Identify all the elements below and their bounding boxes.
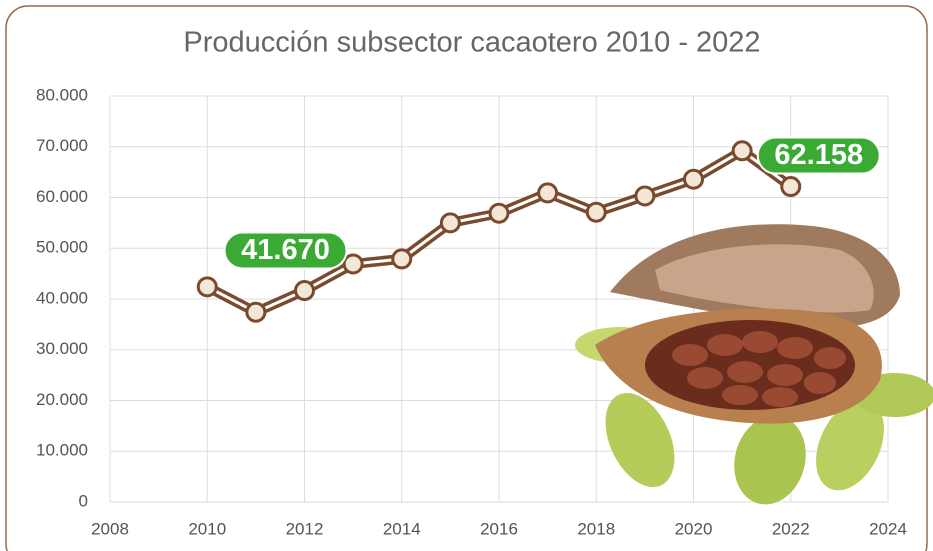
value-label: 62.158 [774, 139, 863, 171]
y-tick-label: 60.000 [36, 187, 88, 206]
x-tick-label: 2012 [286, 519, 324, 538]
point [393, 250, 411, 268]
point [539, 184, 557, 202]
y-tick-label: 10.000 [36, 441, 88, 460]
y-tick-label: 70.000 [36, 136, 88, 155]
point [636, 187, 654, 205]
y-tick-label: 0 [79, 491, 88, 510]
x-tick-label: 2018 [577, 519, 615, 538]
point [441, 214, 459, 232]
x-tick-label: 2014 [383, 519, 421, 538]
point [733, 142, 751, 160]
x-tick-label: 2022 [772, 519, 810, 538]
point [198, 278, 216, 296]
point [490, 204, 508, 222]
x-tick-label: 2016 [480, 519, 518, 538]
point [587, 203, 605, 221]
y-tick-label: 20.000 [36, 390, 88, 409]
y-tick-label: 80.000 [36, 85, 88, 104]
chart: Producción subsector cacaotero 2010 - 20… [0, 0, 933, 551]
value-label: 41.670 [241, 234, 330, 266]
x-tick-label: 2020 [675, 519, 713, 538]
y-tick-label: 40.000 [36, 288, 88, 307]
y-tick-label: 30.000 [36, 339, 88, 358]
x-tick-label: 2010 [188, 519, 226, 538]
x-tick-label: 2008 [91, 519, 129, 538]
point [782, 178, 800, 196]
point [344, 255, 362, 273]
y-tick-label: 50.000 [36, 238, 88, 257]
point [296, 282, 314, 300]
point [247, 303, 265, 321]
point [685, 170, 703, 188]
x-tick-label: 2024 [869, 519, 907, 538]
chart-title: Producción subsector cacaotero 2010 - 20… [183, 27, 760, 59]
